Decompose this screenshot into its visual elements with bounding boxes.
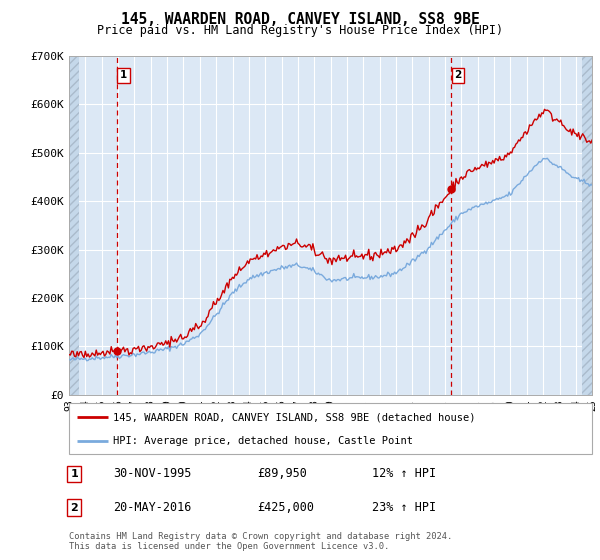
Text: 2: 2	[70, 502, 78, 512]
Text: 23% ↑ HPI: 23% ↑ HPI	[373, 501, 437, 514]
Text: 20-MAY-2016: 20-MAY-2016	[113, 501, 192, 514]
Text: £89,950: £89,950	[257, 468, 307, 480]
Text: Price paid vs. HM Land Registry's House Price Index (HPI): Price paid vs. HM Land Registry's House …	[97, 24, 503, 36]
Bar	[583, 56, 592, 395]
Text: HPI: Average price, detached house, Castle Point: HPI: Average price, detached house, Cast…	[113, 436, 413, 446]
Bar	[69, 56, 79, 395]
Text: 1: 1	[70, 469, 78, 479]
Text: 145, WAARDEN ROAD, CANVEY ISLAND, SS8 9BE (detached house): 145, WAARDEN ROAD, CANVEY ISLAND, SS8 9B…	[113, 412, 476, 422]
Text: 1: 1	[119, 71, 127, 81]
Text: 30-NOV-1995: 30-NOV-1995	[113, 468, 192, 480]
Text: Contains HM Land Registry data © Crown copyright and database right 2024.
This d: Contains HM Land Registry data © Crown c…	[69, 532, 452, 552]
FancyBboxPatch shape	[69, 403, 592, 454]
Text: 12% ↑ HPI: 12% ↑ HPI	[373, 468, 437, 480]
Text: 145, WAARDEN ROAD, CANVEY ISLAND, SS8 9BE: 145, WAARDEN ROAD, CANVEY ISLAND, SS8 9B…	[121, 12, 479, 27]
Text: 2: 2	[454, 71, 461, 81]
Text: £425,000: £425,000	[257, 501, 314, 514]
